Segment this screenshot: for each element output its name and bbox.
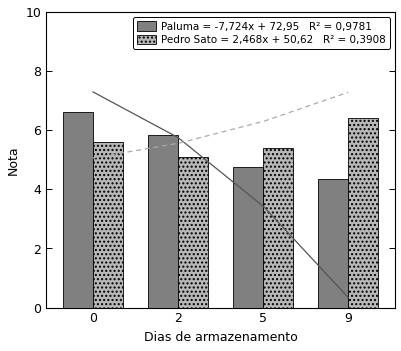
Bar: [63, 112, 93, 307]
Bar: [178, 157, 207, 307]
Bar: [148, 135, 178, 307]
Bar: [93, 142, 122, 307]
Bar: [233, 167, 263, 307]
X-axis label: Dias de armazenamento: Dias de armazenamento: [144, 331, 297, 344]
Bar: [347, 118, 377, 307]
Bar: [263, 148, 292, 307]
Legend: Paluma = -7,724x + 72,95   R² = 0,9781, Pedro Sato = 2,468x + 50,62   R² = 0,390: Paluma = -7,724x + 72,95 R² = 0,9781, Pe…: [132, 17, 389, 49]
Y-axis label: Nota: Nota: [7, 145, 20, 174]
Bar: [318, 179, 347, 307]
